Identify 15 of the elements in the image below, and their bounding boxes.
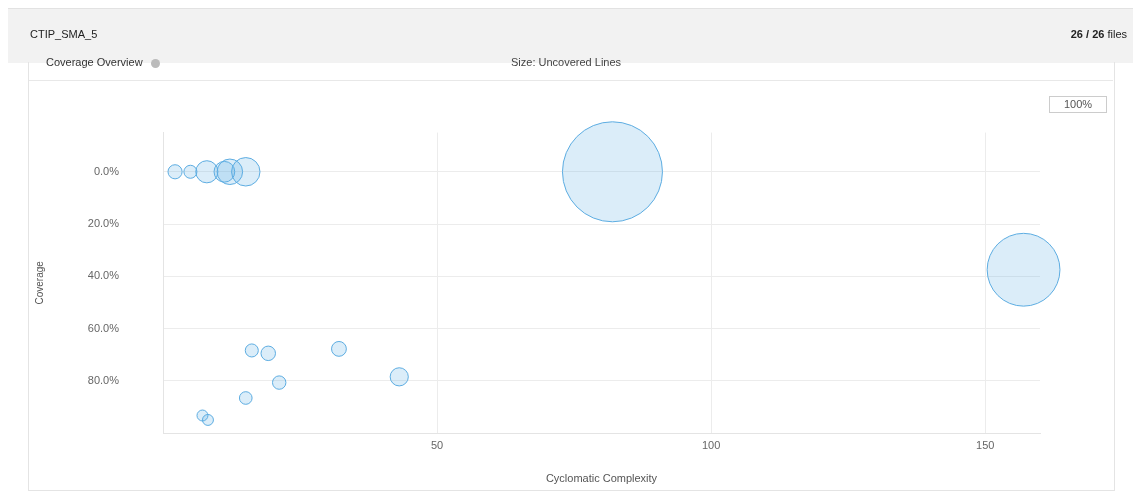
text: 26 / 26 files — [1070, 28, 1127, 40]
text: 100% — [1049, 96, 1107, 113]
chart-subtitle: Size: Uncovered Lines — [511, 56, 622, 68]
y-axis-title: Coverage — [33, 260, 45, 305]
y-tick-label: 20.0% — [87, 217, 120, 230]
chart-title: Coverage Overview — [46, 56, 143, 68]
x-tick-label: 150 — [976, 438, 995, 451]
y-tick-label: 60.0% — [87, 321, 120, 334]
x-tick-label: 50 — [430, 438, 444, 451]
y-tick-label: 80.0% — [87, 373, 120, 386]
x-tick-label: 100 — [701, 438, 721, 451]
y-tick-label: 0.0% — [93, 164, 120, 177]
x-axis-title: Cyclomatic Complexity — [545, 472, 658, 485]
text: CTIP_SMA_5 — [30, 28, 98, 40]
y-tick-label: 40.0% — [87, 269, 120, 282]
